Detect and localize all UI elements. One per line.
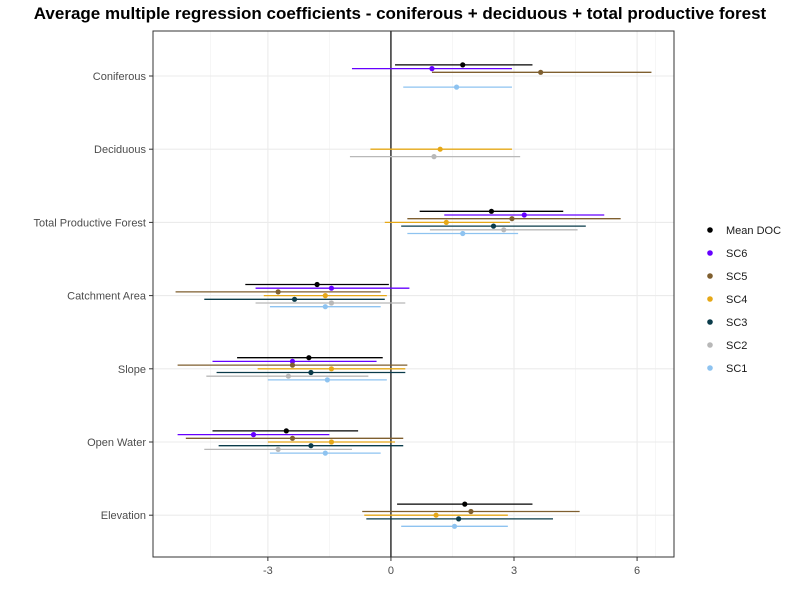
legend-label: SC6 [726,248,747,260]
y-tick-label: Coniferous [93,71,147,83]
point-estimate [488,208,495,214]
series-sc5 [175,69,652,515]
panel-background [153,31,674,557]
legend-key [707,365,713,371]
y-tick-label: Total Productive Forest [34,217,147,229]
point-estimate [291,296,298,302]
legend-label: SC5 [726,271,747,283]
point-estimate [468,508,474,515]
point-estimate [460,62,466,68]
x-tick-label: 6 [634,565,640,577]
legend-key [707,319,713,325]
legend-label: SC2 [726,340,747,352]
series-sc4 [257,146,512,518]
grid-layer [152,30,675,558]
legend-key [707,273,713,279]
legend-key [707,342,713,348]
series-mean-doc [212,62,564,507]
legend-label: SC1 [726,363,747,375]
point-estimate [437,146,443,152]
point-estimate [283,428,289,434]
x-tick-label: 0 [388,565,394,577]
x-tick-label: -3 [263,565,273,577]
point-estimate [429,66,435,72]
point-estimate [289,362,296,368]
series-sc2 [204,154,578,452]
legend-label: Mean DOC [726,225,781,237]
y-tick-label: Deciduous [94,144,146,156]
point-estimate [490,223,497,229]
legend-key [707,296,713,302]
y-tick-label: Catchment Area [67,291,147,303]
series-sc3 [204,223,586,522]
point-estimate [501,227,507,233]
point-estimate [289,358,296,364]
point-estimate [453,84,460,90]
x-tick-label: 3 [511,565,517,577]
point-estimate [538,69,544,75]
point-estimate [509,216,515,222]
point-estimate [443,219,449,225]
point-estimate [328,366,335,372]
point-estimate [275,289,281,295]
data-marks [175,62,652,529]
point-estimate [285,373,291,379]
legend-label: SC3 [726,317,747,329]
point-estimate [456,516,462,522]
point-estimate [306,355,312,361]
point-estimate [462,501,468,507]
point-estimate [324,377,330,383]
point-estimate [451,523,458,529]
series-sc6 [177,66,605,438]
legend: Mean DOC SC6 SC5 SC4 SC3 SC2 SC1 [707,225,781,375]
x-axis-ticks: -3 0 3 6 [263,557,640,577]
chart-title: Average multiple regression coefficients… [33,4,767,23]
point-estimate [275,446,281,452]
point-estimate [289,435,296,441]
point-estimate [521,212,527,218]
y-tick-label: Slope [118,364,146,376]
point-estimate [328,285,335,291]
point-estimate [250,432,257,438]
legend-label: SC4 [726,294,747,306]
y-tick-label: Elevation [101,510,146,522]
panel-border [152,30,675,558]
point-estimate [328,300,335,306]
y-tick-label: Open Water [87,437,146,449]
point-estimate [433,512,439,518]
point-estimate [460,230,466,237]
legend-key [707,227,713,233]
point-estimate [431,154,437,160]
point-estimate [322,293,328,299]
series-sc1 [267,84,519,529]
point-estimate [328,439,335,445]
point-estimate [322,450,328,456]
point-estimate [308,443,314,449]
point-estimate [322,304,328,310]
point-estimate [314,281,320,288]
y-axis-ticks: Coniferous Deciduous Total Productive Fore… [34,71,153,522]
point-estimate [308,369,314,376]
legend-key [707,250,713,256]
